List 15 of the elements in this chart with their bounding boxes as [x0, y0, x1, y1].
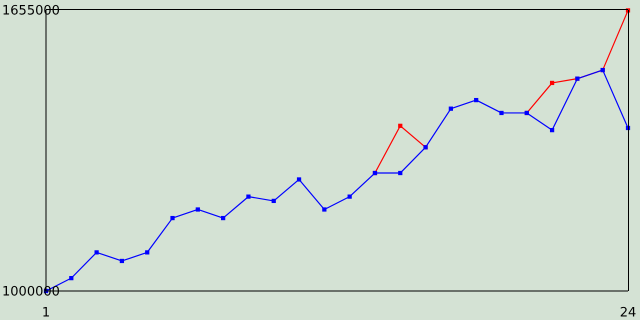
point [398, 124, 402, 128]
point [474, 98, 478, 102]
x-tick-label: 1 [42, 306, 50, 320]
point [448, 106, 453, 111]
point [145, 250, 150, 255]
point [398, 170, 402, 176]
y-tick-label: 1655000 [2, 4, 60, 19]
x-tick-label: 24 [620, 306, 636, 320]
point [348, 194, 352, 199]
point [322, 207, 326, 212]
point [272, 198, 276, 204]
point [69, 276, 74, 280]
y-tick-label: 1000000 [2, 284, 60, 300]
point [221, 216, 226, 220]
point [196, 207, 200, 212]
